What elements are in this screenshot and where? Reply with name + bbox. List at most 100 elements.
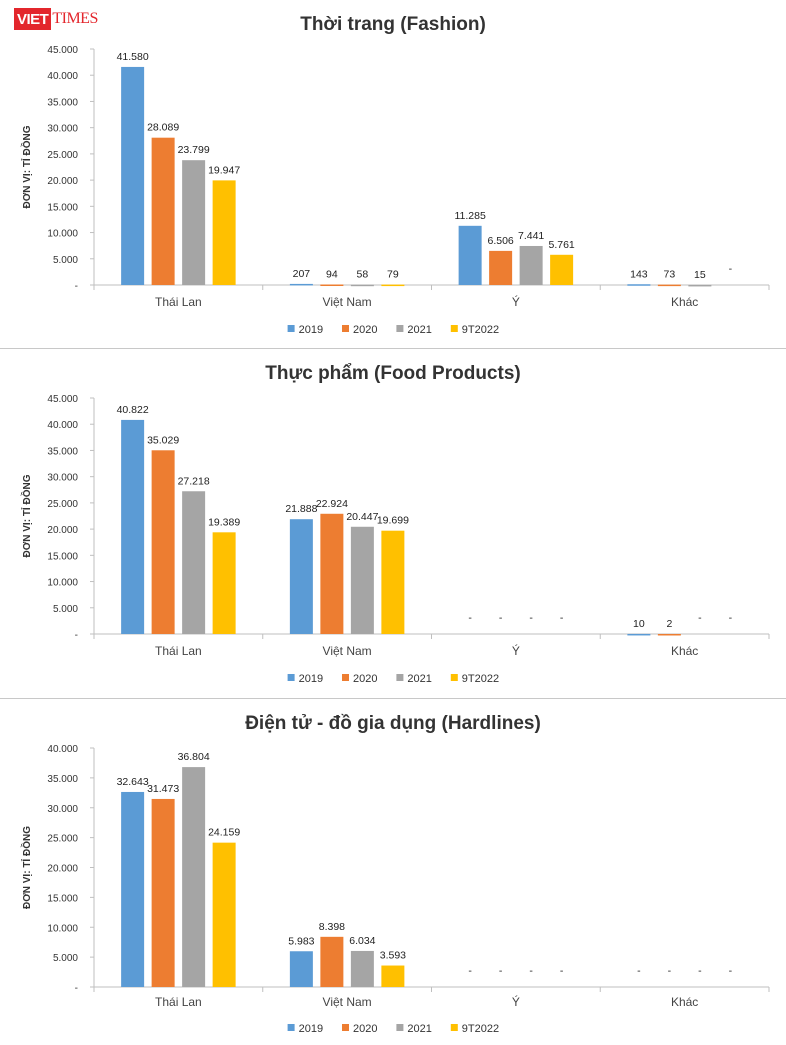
data-label: 27.218: [178, 475, 210, 487]
data-label: -: [560, 965, 564, 977]
data-label: -: [729, 612, 733, 624]
legend-swatch: [396, 1024, 404, 1031]
data-label: -: [698, 965, 702, 977]
bar: [627, 633, 651, 636]
bar: [212, 180, 236, 285]
category-label: Khác: [671, 644, 698, 658]
y-tick-label: 25.000: [47, 834, 78, 845]
y-tick-label: 5.000: [53, 255, 78, 266]
bar: [182, 160, 206, 285]
bar: [320, 513, 344, 634]
data-label: 5.983: [288, 935, 314, 947]
legend-swatch: [287, 325, 295, 332]
legend-swatch: [450, 1024, 458, 1031]
bar: [121, 66, 145, 285]
bar: [182, 767, 206, 987]
category-label: Khác: [671, 295, 698, 309]
y-tick-label: 30.000: [47, 804, 78, 815]
legend-entry: 2021: [407, 1023, 431, 1035]
bar: [550, 254, 574, 285]
data-label: -: [529, 965, 533, 977]
data-label: -: [499, 612, 503, 624]
data-label: 19.699: [377, 515, 409, 527]
data-label: 32.643: [117, 776, 149, 788]
legend-entry: 2020: [353, 324, 377, 336]
data-label: 8.398: [319, 921, 345, 933]
data-label: 11.285: [454, 210, 485, 222]
bar: [212, 532, 236, 634]
data-label: 21.888: [285, 503, 317, 515]
legend-entry: 2021: [407, 673, 431, 685]
data-label: 35.029: [147, 434, 179, 446]
chart-title: Thời trang (Fashion): [300, 14, 486, 35]
y-axis-label: ĐƠN VỊ: TỈ ĐỒNG: [20, 125, 33, 208]
category-label: Ý: [512, 643, 520, 658]
y-tick-label: 35.000: [47, 774, 78, 785]
category-label: Ý: [512, 994, 520, 1009]
data-label: -: [499, 965, 503, 977]
data-label: -: [529, 612, 533, 624]
bar: [121, 791, 145, 987]
legend-entry: 2019: [299, 1023, 323, 1035]
y-tick-label: 20.000: [47, 525, 78, 536]
bar: [381, 284, 405, 287]
data-label: -: [729, 965, 733, 977]
data-label: 41.580: [117, 51, 149, 63]
data-label: 2: [666, 618, 672, 630]
bar: [320, 284, 344, 287]
bar: [151, 450, 175, 634]
y-tick-label: 10.000: [47, 229, 78, 240]
bar: [289, 519, 313, 634]
y-tick-label: 30.000: [47, 124, 78, 135]
data-label: 20.447: [346, 511, 378, 523]
data-label: 40.822: [117, 404, 149, 416]
legend-swatch: [396, 325, 404, 332]
chart-hardlines: Điện tử - đồ gia dụng (Hardlines) ĐƠN VỊ:…: [20, 713, 770, 1035]
y-tick-label: 15.000: [47, 202, 78, 213]
y-tick-label: 5.000: [53, 604, 78, 615]
y-tick-label: 15.000: [47, 893, 78, 904]
data-label: 24.159: [208, 827, 240, 839]
data-label: 58: [357, 269, 369, 281]
legend-swatch: [342, 325, 349, 332]
data-label: 143: [630, 268, 648, 280]
data-label: 5.761: [548, 239, 574, 251]
bar: [289, 951, 313, 987]
chart-panel-food: Thực phẩm (Food Products) ĐƠN VỊ: TỈ ĐỒNG…: [0, 349, 786, 699]
data-label: 207: [293, 268, 311, 280]
y-tick-label: -: [75, 983, 78, 994]
y-tick-label: 20.000: [47, 864, 78, 875]
y-tick-label: -: [75, 281, 78, 292]
legend-entry: 9T2022: [462, 1023, 499, 1035]
chart-food: Thực phẩm (Food Products) ĐƠN VỊ: TỈ ĐỒNG…: [20, 363, 770, 685]
y-tick-label: 15.000: [47, 551, 78, 562]
bar: [458, 225, 482, 285]
category-label: Việt Nam: [323, 644, 372, 658]
bar: [381, 530, 405, 634]
y-tick-label: 30.000: [47, 473, 78, 484]
category-label: Ý: [512, 294, 520, 309]
chart-panel-fashion: Thời trang (Fashion) ĐƠN VỊ: TỈ ĐỒNG - 5.00…: [0, 0, 786, 349]
y-tick-label: 10.000: [47, 923, 78, 934]
bar: [489, 250, 513, 285]
y-tick-label: 40.000: [47, 420, 78, 431]
data-label: 6.506: [487, 235, 513, 247]
logo-white-part: TIMES: [52, 10, 98, 27]
y-tick-label: 35.000: [47, 446, 78, 457]
legend-entry: 2020: [353, 673, 377, 685]
legend-entry: 9T2022: [462, 324, 499, 336]
data-label: 28.089: [147, 122, 179, 134]
y-tick-label: 40.000: [47, 71, 78, 82]
data-label: -: [729, 263, 733, 275]
bar: [350, 526, 374, 634]
y-tick-label: 45.000: [47, 45, 78, 56]
legend-swatch: [287, 674, 295, 681]
data-label: 6.034: [349, 935, 375, 947]
data-label: -: [560, 612, 564, 624]
chart-fashion: Thời trang (Fashion) ĐƠN VỊ: TỈ ĐỒNG - 5.00…: [20, 14, 770, 336]
bar: [289, 283, 313, 286]
legend-entry: 2020: [353, 1023, 377, 1035]
legend-entry: 2019: [299, 324, 323, 336]
data-label: 23.799: [178, 144, 210, 156]
bar: [182, 491, 206, 634]
